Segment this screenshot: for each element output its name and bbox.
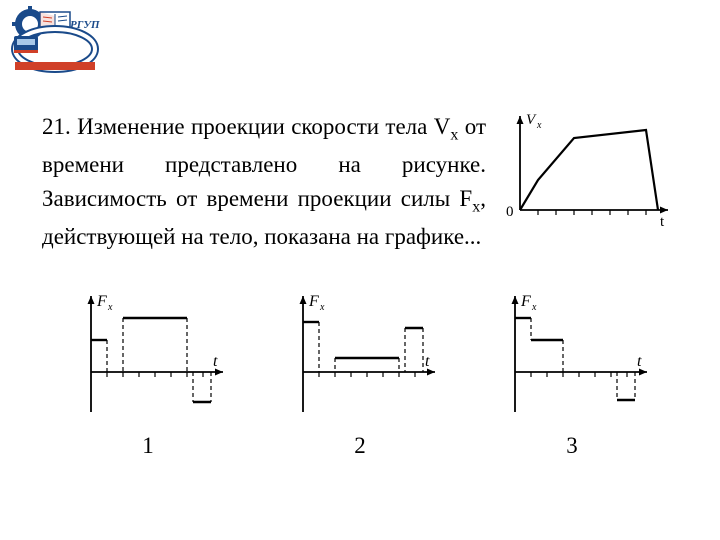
university-logo: РГУПС <box>10 4 100 74</box>
logo-svg: РГУПС <box>10 4 100 74</box>
option-2-label: 2 <box>275 433 445 459</box>
svg-text:t: t <box>213 353 218 370</box>
svg-text:V: V <box>526 112 537 128</box>
logo-text: РГУПС <box>70 19 100 31</box>
option-3-label: 3 <box>487 433 657 459</box>
svg-text:x: x <box>107 302 113 313</box>
question-number: 21. <box>42 114 71 139</box>
svg-text:0: 0 <box>506 204 514 220</box>
svg-text:F: F <box>96 293 107 310</box>
svg-text:F: F <box>520 293 531 310</box>
svg-text:x: x <box>536 120 542 131</box>
option-1: Fx t 1 <box>63 288 233 459</box>
option-1-label: 1 <box>63 433 233 459</box>
svg-text:x: x <box>531 302 537 313</box>
option-3: Fx t 3 <box>487 288 657 459</box>
option-2: Fx t 2 <box>275 288 445 459</box>
svg-text:t: t <box>637 353 642 370</box>
svg-text:t: t <box>425 353 430 370</box>
question-text: 21. Изменение проекции скорости тела Vx … <box>42 110 486 254</box>
options-row: Fx t 1 Fx t 2 Fx t 3 <box>42 288 678 459</box>
svg-text:F: F <box>308 293 319 310</box>
svg-text:x: x <box>319 302 325 313</box>
vx-graph: Vx t 0 <box>498 110 678 235</box>
svg-text:t: t <box>660 214 665 230</box>
